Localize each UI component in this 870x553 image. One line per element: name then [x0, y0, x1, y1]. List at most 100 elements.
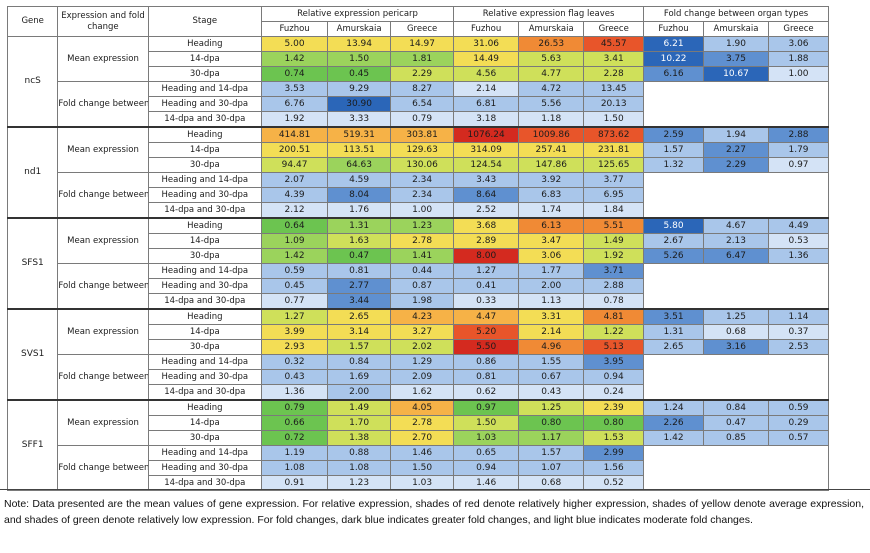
empty-organ-fold-block	[643, 81, 829, 128]
mean-expression-label: Mean expression	[57, 217, 149, 264]
pericarp-value-cell: 30.90	[327, 96, 392, 112]
pericarp-value-cell: 64.63	[327, 157, 392, 173]
organ-fold-value-cell: 0.59	[768, 399, 829, 416]
organ-fold-value-cell: 1.57	[643, 142, 704, 158]
stage-cell: 30-dpa	[147, 430, 263, 446]
pericarp-value-cell: 0.72	[260, 430, 329, 446]
organ-fold-value-cell: 4.49	[768, 217, 829, 234]
stage-cell: Heading and 30-dpa	[147, 369, 263, 385]
organ-fold-value-cell: 3.06	[768, 36, 829, 52]
pericarp-value-cell: 94.47	[260, 157, 329, 173]
pericarp-value-cell: 0.43	[260, 369, 329, 385]
table-row: Heading and 30-dpa 1.08 1.08 1.50 0.94 1.07 1.…	[8, 460, 829, 476]
fold-change-label: Fold change between growth stages	[57, 263, 149, 310]
organ-fold-value-cell: 1.14	[768, 308, 829, 325]
organ-fold-value-cell: 1.25	[702, 308, 770, 325]
pericarp-value-cell: 2.34	[390, 187, 455, 203]
flag-leaf-value-cell: 5.20	[453, 324, 520, 340]
table-row: SFF1 Mean expression Heading 0.79 1.49 4.05 0.…	[6, 399, 829, 491]
flag-leaf-value-cell: 0.67	[518, 369, 585, 385]
stage-cell: Heading and 30-dpa	[147, 460, 263, 476]
table-row: 30-dpa 94.47 64.63 130.06 124.54 147.86 125.65…	[8, 157, 829, 173]
pericarp-value-cell: 2.70	[390, 430, 455, 446]
pericarp-value-cell: 9.29	[327, 81, 392, 97]
flag-leaf-value-cell: 4.47	[453, 308, 520, 325]
pericarp-value-cell: 1.49	[327, 399, 392, 416]
flag-leaf-value-cell: 5.51	[583, 217, 645, 234]
pericarp-value-cell: 1.08	[327, 460, 392, 476]
organ-fold-value-cell: 2.53	[768, 339, 829, 355]
flag-leaf-value-cell: 0.62	[453, 384, 520, 401]
flag-leaf-value-cell: 1.03	[453, 430, 520, 446]
flag-leaf-value-cell: 1.74	[518, 202, 585, 219]
pericarp-value-cell: 3.14	[327, 324, 392, 340]
pericarp-value-cell: 1.50	[327, 51, 392, 67]
organ-fold-value-cell: 0.37	[768, 324, 829, 340]
pericarp-value-cell: 3.53	[260, 81, 329, 97]
flag-leaf-value-cell: 5.63	[518, 51, 585, 67]
pericarp-value-cell: 4.59	[327, 172, 392, 188]
stage-cell: Heading and 14-dpa	[147, 354, 263, 370]
flag-leaf-value-cell: 125.65	[583, 157, 645, 173]
organ-fold-value-cell: 0.84	[702, 399, 770, 416]
flag-leaf-value-cell: 0.94	[583, 369, 645, 385]
pericarp-value-cell: 1.63	[327, 233, 392, 249]
flag-leaf-value-cell: 1.53	[583, 430, 645, 446]
flag-leaf-value-cell: 0.43	[518, 384, 585, 401]
table-row: 30-dpa 2.93 1.57 2.02 5.50 4.96 5.13 2.65 3.16 2.…	[8, 339, 829, 355]
pericarp-value-cell: 1.81	[390, 51, 455, 67]
pericarp-value-cell: 2.65	[327, 308, 392, 325]
flag-leaf-value-cell: 0.80	[583, 415, 645, 431]
pericarp-value-cell: 2.02	[390, 339, 455, 355]
stage-cell: Heading and 14-dpa	[147, 445, 263, 461]
organ-fold-value-cell: 2.67	[643, 233, 704, 249]
organ-fold-value-cell: 1.00	[768, 66, 829, 82]
organ-fold-value-cell: 3.75	[702, 51, 770, 67]
mean-expression-label: Mean expression	[57, 399, 149, 446]
table-row: nd1 Mean expression Heading 414.81 519.31 303…	[6, 126, 829, 219]
pericarp-value-cell: 4.05	[390, 399, 455, 416]
flag-leaf-value-cell: 3.95	[583, 354, 645, 370]
pericarp-value-cell: 1.57	[327, 339, 392, 355]
flag-leaf-value-cell: 0.41	[453, 278, 520, 294]
pericarp-value-cell: 0.59	[260, 263, 329, 279]
header-flag-leaves: Relative expression flag leaves	[453, 6, 645, 22]
flag-leaf-value-cell: 1.55	[518, 354, 585, 370]
flag-leaf-value-cell: 5.50	[453, 339, 520, 355]
stage-cell: 30-dpa	[147, 157, 263, 173]
flag-leaf-value-cell: 1.77	[518, 263, 585, 279]
flag-leaf-value-cell: 6.13	[518, 217, 585, 234]
organ-fold-value-cell: 5.26	[643, 248, 704, 264]
pericarp-value-cell: 1.38	[327, 430, 392, 446]
pericarp-value-cell: 303.81	[390, 126, 455, 143]
flag-leaf-value-cell: 2.88	[583, 278, 645, 294]
flag-leaf-value-cell: 0.52	[583, 475, 645, 491]
flag-leaf-value-cell: 1.25	[518, 399, 585, 416]
organ-fold-value-cell: 0.47	[702, 415, 770, 431]
flag-leaf-value-cell: 4.81	[583, 308, 645, 325]
organ-fold-value-cell: 10.22	[643, 51, 704, 67]
organ-fold-value-cell: 6.21	[643, 36, 704, 52]
flag-leaf-value-cell: 45.57	[583, 36, 645, 52]
flag-leaf-value-cell: 147.86	[518, 157, 585, 173]
flag-leaf-value-cell: 2.28	[583, 66, 645, 82]
variety-header: Amurskaia	[327, 21, 392, 37]
gene-name: SFF1	[6, 399, 59, 491]
stage-cell: 14-dpa and 30-dpa	[147, 111, 263, 128]
pericarp-value-cell: 1.23	[327, 475, 392, 491]
pericarp-value-cell: 1.98	[390, 293, 455, 310]
flag-leaf-value-cell: 0.65	[453, 445, 520, 461]
flag-leaf-value-cell: 6.95	[583, 187, 645, 203]
pericarp-value-cell: 2.00	[327, 384, 392, 401]
pericarp-value-cell: 1.03	[390, 475, 455, 491]
flag-leaf-value-cell: 314.09	[453, 142, 520, 158]
pericarp-value-cell: 8.04	[327, 187, 392, 203]
flag-leaf-value-cell: 2.39	[583, 399, 645, 416]
mean-expression-label: Mean expression	[57, 126, 149, 173]
pericarp-value-cell: 3.44	[327, 293, 392, 310]
flag-leaf-value-cell: 4.56	[453, 66, 520, 82]
table-row: 30-dpa 1.42 0.47 1.41 8.00 3.06 1.92 5.26 6.47 1.…	[8, 248, 829, 264]
flag-leaf-value-cell: 1.46	[453, 475, 520, 491]
stage-cell: 14-dpa	[147, 415, 263, 431]
flag-leaf-value-cell: 31.06	[453, 36, 520, 52]
